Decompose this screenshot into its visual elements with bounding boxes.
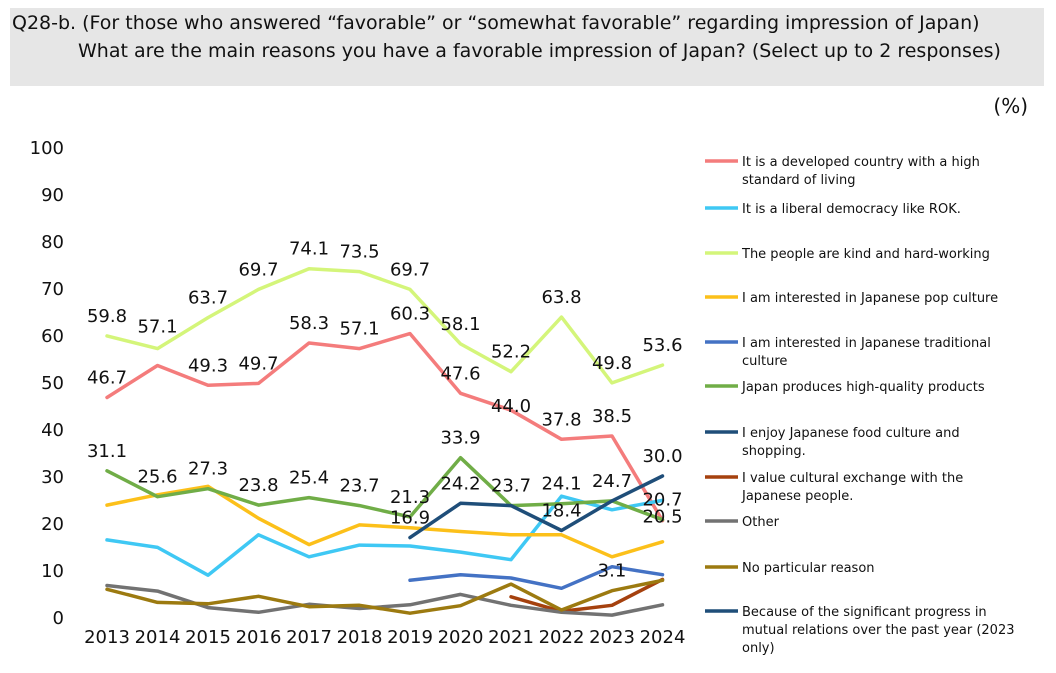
y-tick-label: 70	[41, 279, 64, 300]
y-tick-label: 0	[53, 608, 64, 629]
data-label: 49.8	[592, 353, 632, 374]
x-tick-label: 2017	[286, 627, 332, 648]
legend-item: I am interested in Japanese traditional c…	[742, 336, 991, 369]
data-label: 49.7	[238, 353, 278, 374]
question-line-1: Q28-b. (For those who answered “favorabl…	[12, 12, 980, 34]
x-tick-label: 2020	[438, 627, 484, 648]
data-label: 20.5	[642, 507, 682, 528]
y-tick-label: 80	[41, 232, 64, 253]
series-line-5	[408, 564, 665, 591]
y-tick-label: 60	[41, 326, 64, 347]
data-label: 23.7	[339, 476, 379, 497]
data-label: 47.6	[440, 363, 480, 384]
legend-item: Japan produces high-quality products	[741, 380, 985, 395]
y-tick-label: 10	[41, 561, 64, 582]
legend-item: It is a developed country with a high sta…	[742, 155, 980, 188]
x-tick-label: 2014	[135, 627, 181, 648]
data-label: 69.7	[390, 259, 430, 280]
x-tick-label: 2018	[337, 627, 383, 648]
y-tick-label: 100	[30, 138, 64, 159]
data-label: 58.1	[440, 314, 480, 335]
data-label: 37.8	[541, 409, 581, 430]
series-line-10	[105, 578, 665, 615]
series-line-4	[105, 484, 665, 559]
data-label: 58.3	[289, 313, 329, 334]
y-tick-label: 50	[41, 373, 64, 394]
y-tick-label: 20	[41, 514, 64, 535]
x-tick-label: 2022	[539, 627, 585, 648]
series-line-8	[509, 577, 665, 614]
x-tick-label: 2016	[236, 627, 282, 648]
legend-item: It is a liberal democracy like ROK.	[742, 202, 961, 217]
question-header	[10, 8, 1044, 86]
legend-item: The people are kind and hard-working	[741, 247, 990, 262]
data-label: 24.1	[541, 474, 581, 495]
data-label: 49.3	[188, 355, 228, 376]
series-line-1	[105, 331, 665, 523]
y-tick-label: 40	[41, 420, 64, 441]
data-label: 52.2	[491, 342, 531, 363]
legend-item: No particular reason	[742, 561, 875, 576]
data-label: 18.4	[541, 501, 581, 522]
legend-item: I enjoy Japanese food culture and shoppin…	[742, 426, 960, 459]
data-label: 24.2	[440, 473, 480, 494]
data-label: 63.7	[188, 288, 228, 309]
legend-item: Because of the significant progress in mu…	[742, 605, 1015, 656]
unit-label: (%)	[993, 94, 1028, 118]
x-tick-label: 2015	[185, 627, 231, 648]
series-line-3	[105, 266, 665, 385]
data-label: 20.7	[642, 490, 682, 511]
data-label: 44.0	[491, 396, 531, 417]
x-tick-label: 2021	[488, 627, 534, 648]
data-label: 23.8	[238, 475, 278, 496]
data-label: 25.6	[137, 467, 177, 488]
data-label: 57.1	[339, 319, 379, 340]
data-label: 31.1	[87, 441, 127, 462]
data-label: 24.7	[592, 471, 632, 492]
data-label: 27.3	[188, 459, 228, 480]
data-label: 57.1	[137, 317, 177, 338]
data-label: 59.8	[87, 306, 127, 327]
data-label: 23.7	[491, 476, 531, 497]
legend-item: Other	[742, 515, 780, 530]
x-tick-label: 2024	[640, 627, 686, 648]
legend-item: I am interested in Japanese pop culture	[742, 291, 998, 306]
legend-item: I value cultural exchange with the Japane…	[741, 471, 963, 504]
data-label: 63.8	[541, 287, 581, 308]
data-label: 38.5	[592, 406, 632, 427]
data-label: 73.5	[339, 242, 379, 263]
series-line-2	[105, 494, 665, 577]
data-label: 25.4	[289, 468, 329, 489]
x-tick-label: 2013	[84, 627, 130, 648]
question-line-2: What are the main reasons you have a fav…	[78, 40, 1001, 62]
data-label: 3.1	[598, 561, 627, 582]
data-label: 53.6	[642, 335, 682, 356]
y-tick-label: 30	[41, 467, 64, 488]
x-tick-label: 2023	[589, 627, 635, 648]
x-tick-label: 2019	[387, 627, 433, 648]
y-tick-label: 90	[41, 185, 64, 206]
data-label: 21.3	[390, 487, 430, 508]
data-label: 74.1	[289, 239, 329, 260]
data-label: 60.3	[390, 304, 430, 325]
data-label: 69.7	[238, 259, 278, 280]
data-label: 33.9	[440, 428, 480, 449]
data-label: 46.7	[87, 368, 127, 389]
series-line-7	[408, 474, 665, 540]
data-label: 30.0	[642, 446, 682, 467]
data-label: 16.9	[390, 508, 430, 529]
series-line-6	[105, 455, 665, 522]
